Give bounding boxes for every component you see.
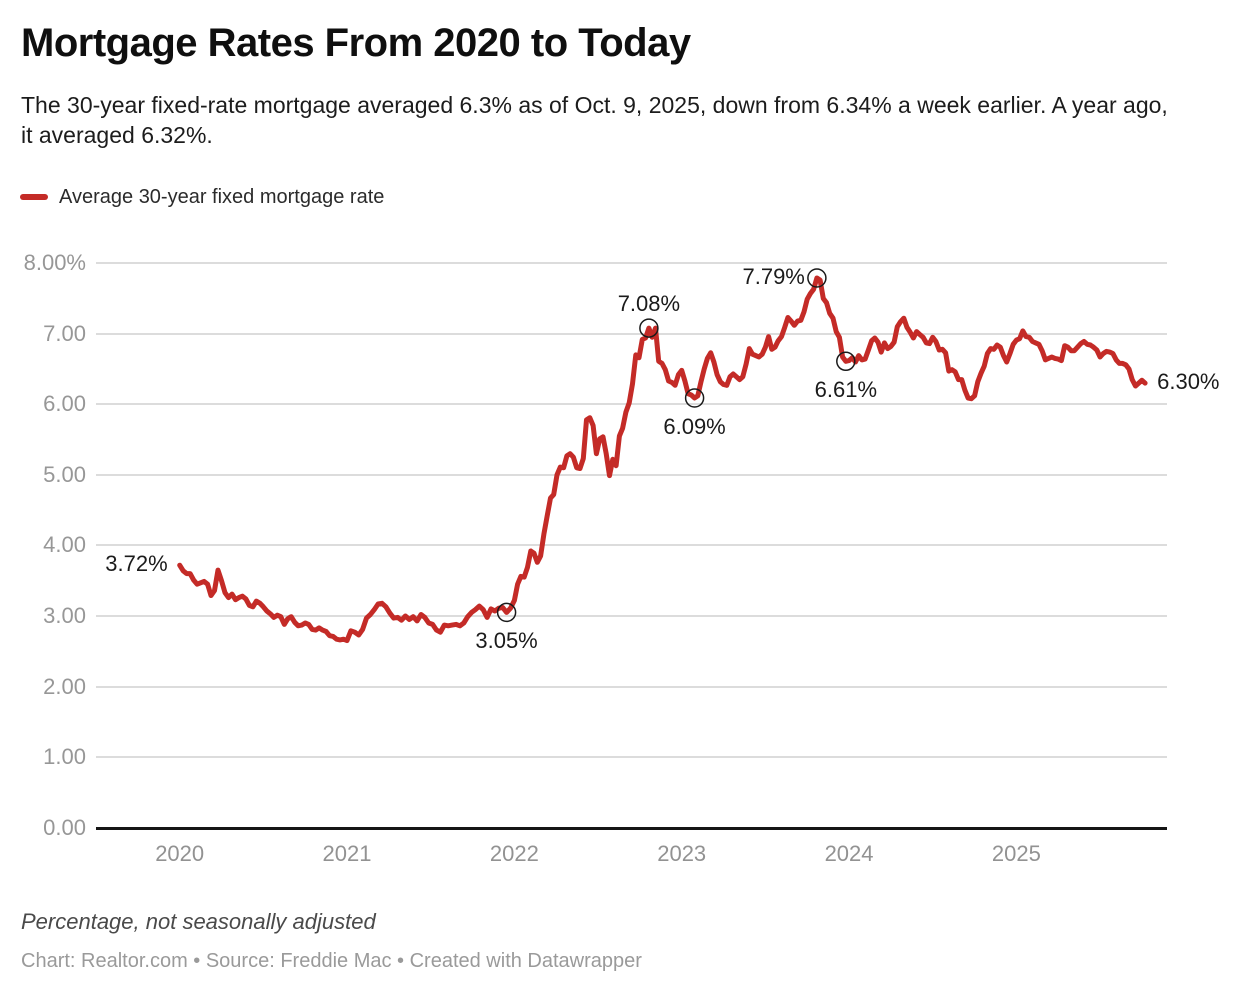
- annotation-label: 6.09%: [663, 413, 726, 439]
- y-gridline: [96, 685, 1167, 688]
- y-gridline: [96, 262, 1167, 265]
- annotation-marker: [496, 602, 517, 623]
- annotation-label: 7.08%: [617, 291, 681, 317]
- y-tick-label: 6.00: [43, 391, 86, 417]
- y-gridline: [96, 403, 1167, 406]
- series-line: [177, 275, 1148, 644]
- y-gridline: [96, 544, 1167, 547]
- y-gridline: [96, 473, 1167, 476]
- annotation-label: 6.30%: [1157, 369, 1220, 395]
- page-title: Mortgage Rates From 2020 to Today: [21, 21, 691, 65]
- chart-subtitle: The 30-year fixed-rate mortgage averaged…: [21, 92, 1168, 148]
- annotation-label: 7.79%: [742, 264, 805, 289]
- y-gridline: [96, 614, 1167, 617]
- x-tick-label: 2022: [489, 841, 539, 866]
- y-tick-label: 5.00: [43, 461, 86, 487]
- annotation-marker: [684, 388, 705, 408]
- annotation-marker: [836, 351, 856, 372]
- y-gridline: [96, 756, 1167, 759]
- legend-line-swatch-icon: [20, 194, 48, 200]
- y-tick-label: 8.00%: [23, 250, 86, 276]
- y-gridline: [96, 332, 1167, 335]
- x-tick-label: 2021: [322, 841, 372, 866]
- annotation-label: 6.61%: [814, 377, 878, 403]
- annotation-marker: [639, 318, 659, 338]
- x-tick-label: 2024: [824, 841, 874, 866]
- y-tick-label: 7.00: [43, 320, 86, 346]
- y-tick-label: 1.00: [43, 744, 86, 770]
- x-tick-label: 2020: [155, 841, 205, 866]
- annotation-label: 3.72%: [105, 551, 168, 577]
- source-credits: Chart: Realtor.com • Source: Freddie Mac…: [21, 950, 642, 972]
- annotation-label: 3.05%: [475, 628, 538, 654]
- y-tick-label: 2.00: [43, 673, 86, 699]
- y-tick-label: 0.00: [43, 814, 86, 840]
- y-tick-label: 3.00: [43, 602, 86, 628]
- annotation-marker: [807, 268, 827, 288]
- legend: Average 30-year fixed mortgage rate: [20, 184, 384, 210]
- x-axis-baseline: [96, 826, 1167, 830]
- x-tick-label: 2023: [657, 841, 707, 866]
- y-tick-label: 4.00: [43, 532, 86, 558]
- legend-label: Average 30-year fixed mortgage rate: [59, 186, 385, 208]
- axis-note: Percentage, not seasonally adjusted: [21, 909, 376, 934]
- x-tick-label: 2025: [991, 841, 1041, 866]
